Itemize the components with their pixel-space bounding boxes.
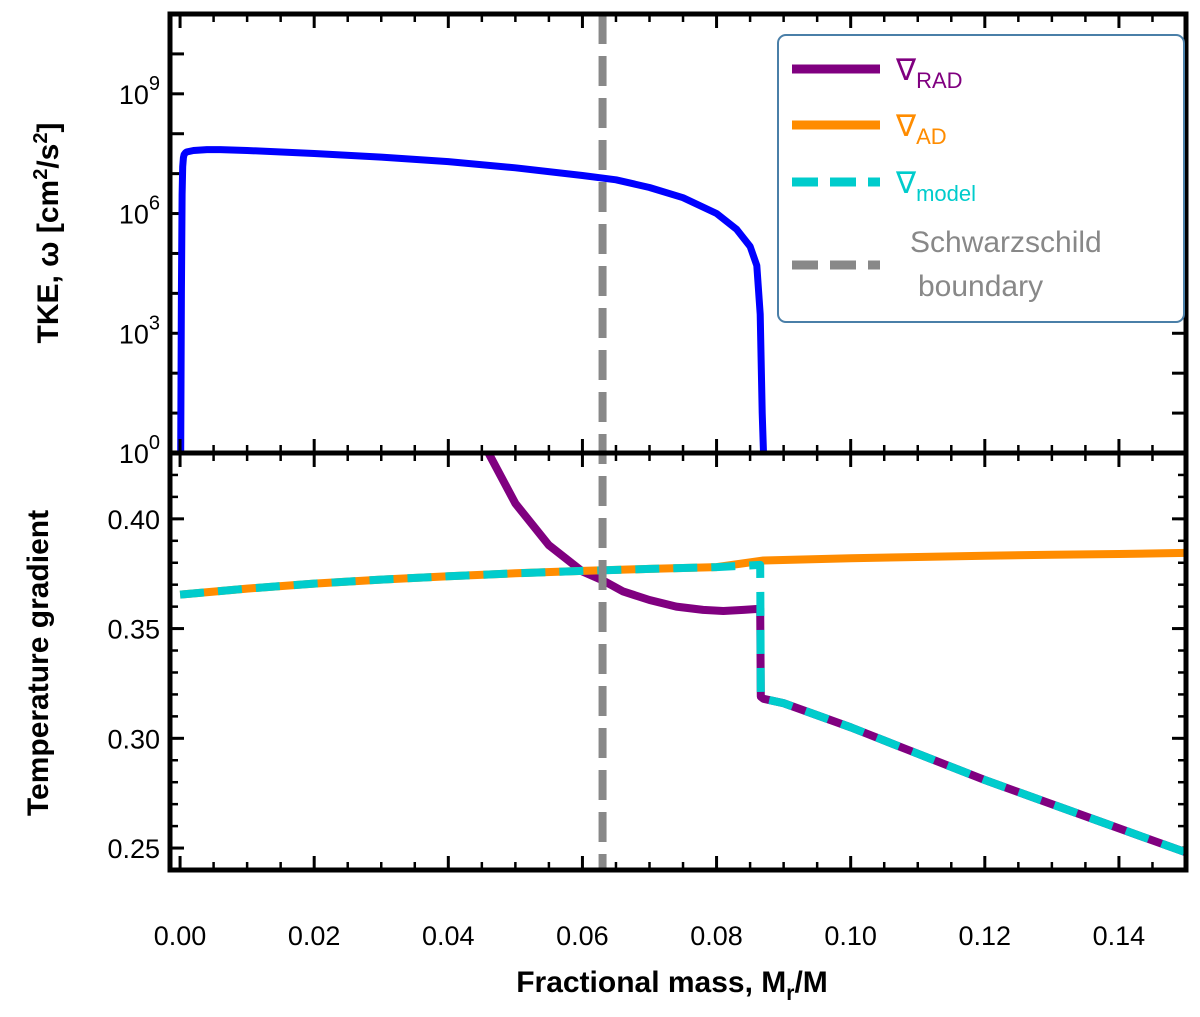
legend-rad-label: ∇RAD [895, 54, 963, 93]
x-tick-label: 0.02 [288, 921, 341, 951]
gradient-panel: 0.25 0.30 0.35 0.40 0.00 0.02 0.04 0.06 0.08 0.10… [22, 14, 1186, 1005]
gradient-y-tick-label: 0.25 [107, 834, 160, 864]
gradient-y-axis-label: Temperature gradient [22, 510, 55, 816]
gradient-series [179, 455, 1186, 857]
gradient-y-tick-label: 0.30 [107, 724, 160, 754]
legend-model-label: ∇model [895, 167, 976, 206]
plot-frame [167, 11, 1189, 873]
nabla-rad-line [485, 455, 1186, 857]
legend-ad-label: ∇AD [895, 110, 947, 149]
x-tick-label: 0.12 [959, 921, 1012, 951]
x-axis-label: Fractional mass, Mr/M [516, 966, 828, 1005]
legend: ∇RAD ∇AD ∇model Schwarzschild boundary [777, 34, 1185, 323]
tke-tick-labels: 100 103 106 109 [119, 73, 160, 469]
x-tick-label: 0.00 [154, 921, 207, 951]
nabla-model-line [179, 560, 1186, 857]
legend-schwarzschild-label: Schwarzschild [910, 226, 1102, 259]
x-tick-label: 0.10 [824, 921, 877, 951]
tke-y-axis-label: TKE, ω [cm2/s2] [30, 123, 65, 344]
tke-y-tick-label: 103 [119, 312, 160, 349]
x-tick-label: 0.04 [422, 921, 475, 951]
tke-y-tick-label: 106 [119, 193, 160, 230]
x-tick-label: 0.06 [556, 921, 609, 951]
tke-series [177, 146, 767, 451]
x-tick-label: 0.14 [1093, 921, 1146, 951]
nabla-ad-line [179, 548, 1186, 599]
legend-schwarzschild-label-2: boundary [918, 270, 1043, 303]
tke-y-tick-label: 109 [119, 73, 160, 110]
tke-y-tick-label: 100 [119, 432, 160, 469]
gradient-y-tick-label: 0.35 [107, 615, 160, 645]
tke-line [177, 146, 767, 451]
x-tick-label: 0.08 [690, 921, 743, 951]
legend-box [777, 34, 1185, 323]
gradient-y-tick-label: 0.40 [107, 505, 160, 535]
gradient-tick-labels: 0.25 0.30 0.35 0.40 0.00 0.02 0.04 0.06 0.08 0.10… [107, 505, 1145, 951]
